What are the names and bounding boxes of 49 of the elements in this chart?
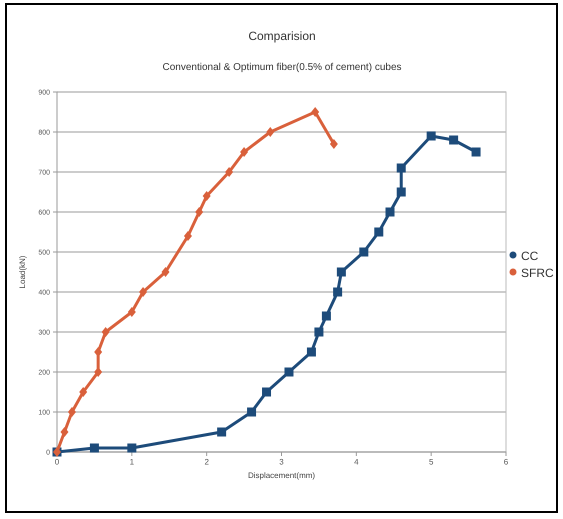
x-tick-label: 5 bbox=[428, 458, 434, 467]
point bbox=[359, 248, 368, 256]
point bbox=[386, 208, 395, 216]
point bbox=[184, 231, 192, 241]
x-tick-label: 4 bbox=[354, 458, 360, 467]
legend-label: SFRC bbox=[521, 266, 554, 280]
point bbox=[311, 107, 320, 117]
x-tick-label: 6 bbox=[504, 458, 509, 467]
point bbox=[262, 388, 272, 396]
point bbox=[102, 327, 110, 337]
point bbox=[266, 127, 274, 137]
point bbox=[94, 347, 102, 357]
chart-title: Comparision bbox=[248, 29, 316, 43]
point bbox=[139, 287, 148, 297]
point bbox=[217, 428, 226, 436]
point bbox=[128, 307, 136, 317]
point bbox=[396, 188, 406, 196]
point bbox=[225, 167, 234, 177]
point bbox=[396, 164, 406, 172]
y-axis-title: Load(kN) bbox=[18, 255, 27, 288]
point bbox=[60, 427, 68, 437]
point bbox=[90, 444, 99, 452]
point bbox=[195, 207, 204, 217]
point bbox=[426, 132, 436, 140]
point bbox=[330, 139, 338, 149]
point bbox=[94, 367, 102, 377]
point bbox=[449, 136, 458, 144]
x-tick-label: 2 bbox=[204, 458, 210, 467]
point bbox=[472, 148, 481, 156]
point bbox=[374, 228, 384, 236]
point bbox=[240, 147, 248, 157]
x-tick-label: 1 bbox=[130, 458, 135, 467]
point bbox=[322, 312, 331, 320]
x-axis-title: Displacement(mm) bbox=[248, 471, 316, 480]
point bbox=[333, 288, 342, 296]
point bbox=[284, 368, 294, 376]
point bbox=[306, 348, 316, 356]
point bbox=[202, 191, 211, 201]
legend-label: CC bbox=[521, 249, 539, 263]
point bbox=[162, 267, 170, 277]
chart-subtitle: Conventional & Optimum fiber(0.5% of cement) cubes bbox=[162, 62, 402, 73]
point bbox=[314, 328, 324, 336]
point bbox=[79, 387, 88, 397]
x-tick-label: 0 bbox=[54, 458, 60, 467]
point bbox=[336, 268, 346, 276]
point bbox=[68, 407, 76, 417]
point bbox=[127, 444, 136, 452]
point bbox=[247, 408, 256, 416]
x-tick-label: 3 bbox=[279, 458, 284, 467]
